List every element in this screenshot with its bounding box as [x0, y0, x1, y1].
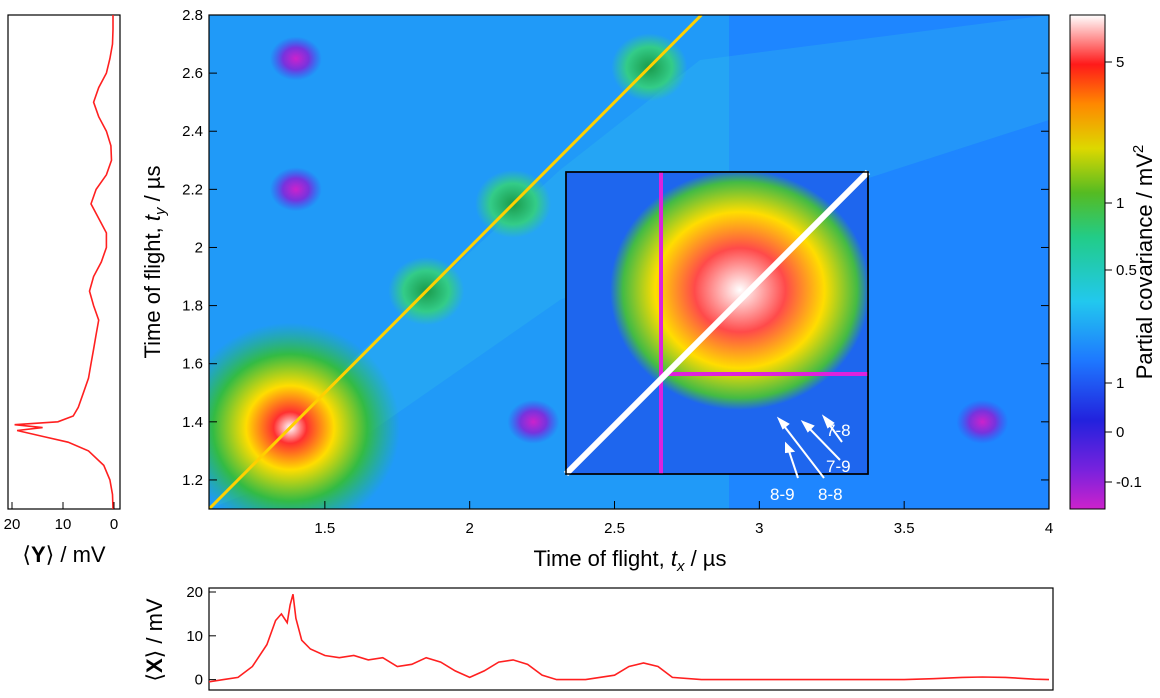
heatmap-panel: 7-8 7-9 8-8 8-9 1.5 2 2.5 3 3.5 4 1.21.41.61.…: [140, 7, 1053, 575]
x-projection-line: [208, 593, 1050, 683]
heatmap-frame: [208, 14, 1050, 510]
arrow-7-8-head: [821, 414, 835, 429]
y-tick-label: 2.4: [182, 123, 203, 140]
y-tick-label: 2: [195, 239, 203, 256]
colorbar-tick-label: 0.5: [1116, 262, 1137, 279]
heatmap-x-ticks: 1.5 2 2.5 3 3.5 4: [314, 501, 1053, 537]
arrow-8-8-head: [776, 416, 790, 430]
heatmap-feature-4: [269, 36, 322, 81]
y-tick-label: 1.2: [182, 472, 203, 489]
y-tick-label: 1.6: [182, 356, 203, 373]
annotation-8-9: 8-9: [770, 485, 795, 504]
colorbar-tick-label: 0: [1116, 424, 1124, 441]
annotation-7-9: 7-9: [826, 457, 851, 476]
heatmap-autocorrelation-line: [209, 15, 703, 509]
y-tick-label: 2.6: [182, 65, 203, 82]
y-proj-tick-label: 0: [110, 516, 118, 533]
y-tick-label: 1.8: [182, 298, 203, 315]
colorbar-ticks: 5 1 0.5 1 0 -0.1: [1105, 54, 1142, 491]
colorbar-tick-label: -0.1: [1116, 474, 1142, 491]
x-projection-frame: [208, 587, 1054, 691]
heatmap-feature-6: [507, 399, 560, 444]
colorbar-tick-label: 1: [1116, 375, 1124, 392]
inset-frame: [565, 171, 869, 475]
x-proj-tick-label: 10: [186, 628, 203, 645]
colorbar-tick-label: 5: [1116, 54, 1124, 71]
x-proj-tick-label: 20: [186, 584, 203, 601]
y-projection-axis-label: ⟨Y⟩ / mV: [22, 542, 106, 567]
arrow-8-9: [787, 447, 799, 479]
heatmap-y-axis-label: Time of flight, ty / µs: [140, 166, 169, 359]
heatmap-x-axis-label: Time of flight, tx / µs: [534, 546, 727, 575]
y-tick-label: 2.8: [182, 7, 203, 24]
arrow-7-9: [805, 424, 841, 461]
arrow-8-9-head: [785, 441, 796, 454]
heatmap-feature-5: [269, 167, 322, 212]
x-proj-tick-label: 0: [195, 672, 203, 689]
y-tick-label: 1.4: [182, 414, 203, 431]
x-tick-label: 3: [755, 520, 763, 537]
y-proj-tick-label: 10: [55, 516, 72, 533]
heatmap-feature-7: [956, 399, 1009, 444]
x-tick-label: 4: [1045, 520, 1053, 537]
annotation-7-8: 7-8: [826, 421, 851, 440]
y-projection-panel: 20 10 0 ⟨Y⟩ / mV: [4, 14, 121, 567]
y-projection-ticks: 20 10 0: [4, 502, 118, 533]
y-projection-line: [14, 15, 114, 510]
inset-hotspot: [610, 170, 870, 410]
x-tick-label: 1.5: [314, 520, 335, 537]
heatmap-y-ticks: 1.2 1.4 1.6 1.8 2 2.2 2.4 2.6 2.8: [182, 7, 1049, 489]
colorbar: 5 1 0.5 1 0 -0.1 Partial covariance / mV2: [1069, 14, 1157, 510]
y-tick-label: 2.2: [182, 181, 203, 198]
arrow-8-8: [780, 421, 825, 479]
y-proj-tick-label: 20: [4, 516, 21, 533]
x-projection-panel: 20 10 0 ⟨X⟩ / mV: [142, 584, 1054, 691]
inset-panel: 7-8 7-9 8-8 8-9: [563, 169, 871, 504]
arrow-7-9-head: [800, 420, 815, 433]
colorbar-gradient: [1069, 14, 1106, 510]
x-tick-label: 3.5: [894, 520, 915, 537]
annotation-8-8: 8-8: [818, 485, 843, 504]
colorbar-label: Partial covariance / mV2: [1130, 145, 1157, 380]
x-projection-ticks: 20 10 0: [186, 584, 216, 689]
x-projection-axis-label: ⟨X⟩ / mV: [142, 598, 167, 682]
y-projection-frame: [7, 14, 121, 510]
colorbar-tick-label: 1: [1116, 195, 1124, 212]
x-tick-label: 2: [466, 520, 474, 537]
inset-arrows: [776, 414, 843, 479]
x-tick-label: 2.5: [604, 520, 625, 537]
inset-diagonal: [563, 169, 871, 477]
